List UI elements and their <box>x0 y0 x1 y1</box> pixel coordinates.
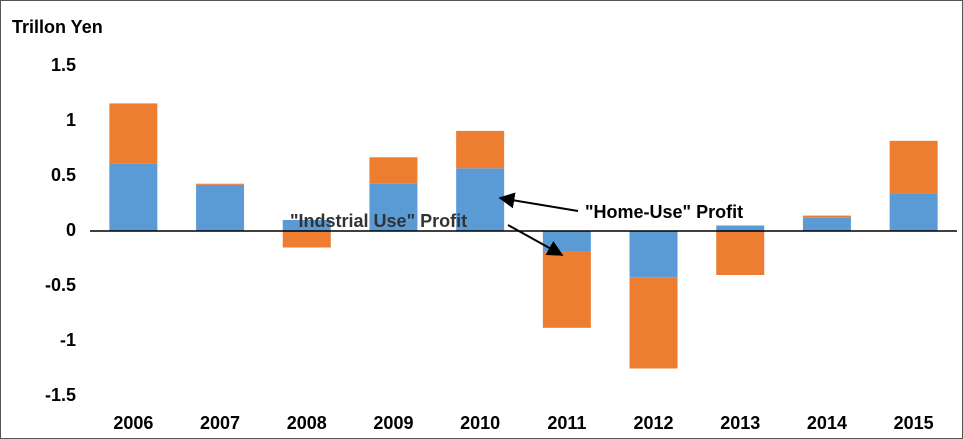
bar <box>282 231 331 248</box>
bar <box>196 183 245 185</box>
y-tick-label: 1.5 <box>51 55 76 75</box>
y-tick-label: 0 <box>66 220 76 240</box>
x-tick-label: 2009 <box>373 413 413 433</box>
y-tick-label: -1.5 <box>45 385 76 405</box>
arrow <box>507 224 564 256</box>
bar <box>889 193 938 231</box>
x-tick-label: 2007 <box>200 413 240 433</box>
bar <box>802 215 851 218</box>
annotation: "Home-Use" Profit <box>585 202 743 222</box>
x-tick-label: 2014 <box>807 413 847 433</box>
x-tick-label: 2012 <box>634 413 674 433</box>
x-tick-label: 2010 <box>460 413 500 433</box>
bar <box>542 251 591 328</box>
x-tick-label: 2008 <box>287 413 327 433</box>
bar <box>456 168 505 231</box>
bar <box>629 277 678 369</box>
x-tick-label: 2013 <box>720 413 760 433</box>
bar <box>109 103 158 164</box>
bar <box>369 157 418 184</box>
bar <box>716 231 765 275</box>
bar <box>109 163 158 231</box>
y-tick-label: 0.5 <box>51 165 76 185</box>
bar <box>802 217 851 231</box>
bar <box>196 184 245 231</box>
bar <box>889 140 938 194</box>
bar <box>282 220 331 231</box>
x-tick-label: 2011 <box>547 413 586 433</box>
bar <box>369 183 418 231</box>
x-tick-label: 2006 <box>113 413 153 433</box>
y-tick-label: -0.5 <box>45 275 76 295</box>
bar <box>716 225 765 231</box>
bar <box>629 231 678 278</box>
y-tick-label: -1 <box>60 330 76 350</box>
x-tick-label: 2015 <box>894 413 934 433</box>
arrow <box>498 192 579 212</box>
bar <box>456 130 505 169</box>
y-axis-label: Trillon Yen <box>12 17 103 37</box>
annotation: "Indstrial Use" Profit <box>290 211 467 231</box>
y-tick-label: 1 <box>66 110 76 130</box>
